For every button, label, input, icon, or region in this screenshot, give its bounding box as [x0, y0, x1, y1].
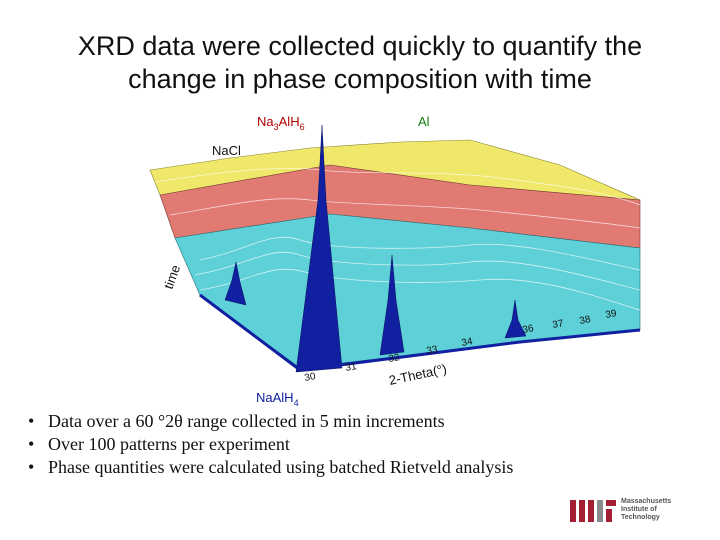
peak-label: Al: [418, 114, 430, 129]
logo-mark: [570, 500, 616, 522]
bullet: Over 100 patterns per experiment: [28, 433, 513, 456]
peak-label: NaAlH4: [256, 390, 299, 408]
peak-label: Na3AlH6: [257, 114, 305, 132]
bullet: Data over a 60 °2θ range collected in 5 …: [28, 410, 513, 433]
slide-title: XRD data were collected quickly to quant…: [0, 30, 720, 96]
tick-label: 38: [579, 314, 592, 327]
peak: [504, 299, 527, 339]
tick-label: 31: [345, 361, 358, 374]
tick-label: 32: [388, 352, 401, 365]
bullet-list: Data over a 60 °2θ range collected in 5 …: [28, 410, 513, 479]
peak: [224, 261, 247, 306]
label-sub: 6: [300, 122, 305, 132]
tick-label: 37: [552, 318, 565, 331]
peaks: [224, 124, 527, 373]
label-part: NaAlH: [256, 390, 294, 405]
logo-line: Technology: [621, 514, 660, 521]
peak: [379, 254, 405, 356]
title-line: XRD data were collected quickly to quant…: [77, 31, 643, 61]
tick-label: 30: [304, 371, 317, 384]
front-base: [199, 293, 641, 372]
axis-label: time: [161, 263, 183, 291]
title-line: change in phase composition with time: [128, 64, 592, 94]
tick-label: 39: [605, 308, 618, 321]
main-peak: [295, 124, 343, 373]
label-sub: 4: [294, 398, 299, 408]
label-sub: 3: [274, 122, 279, 132]
logo-line: Massachusetts: [621, 498, 672, 505]
label-part: AlH: [279, 114, 300, 129]
peak-label: NaCl: [212, 143, 241, 158]
tick-label: 33: [426, 344, 439, 357]
tick-label: 36: [522, 323, 535, 336]
logo-text: Massachusetts Institute of Technology: [621, 498, 671, 522]
ridge-lines: [154, 167, 641, 311]
logo-line: Institute of: [621, 506, 657, 513]
label-part: Na: [257, 114, 274, 129]
tick-labels: 30 31 32 33 34 36 37 38 39: [304, 308, 618, 384]
tick-label: 34: [461, 336, 474, 349]
bullet: Phase quantities were calculated using b…: [28, 456, 513, 479]
axis-label: 2-Theta(°): [388, 361, 449, 388]
